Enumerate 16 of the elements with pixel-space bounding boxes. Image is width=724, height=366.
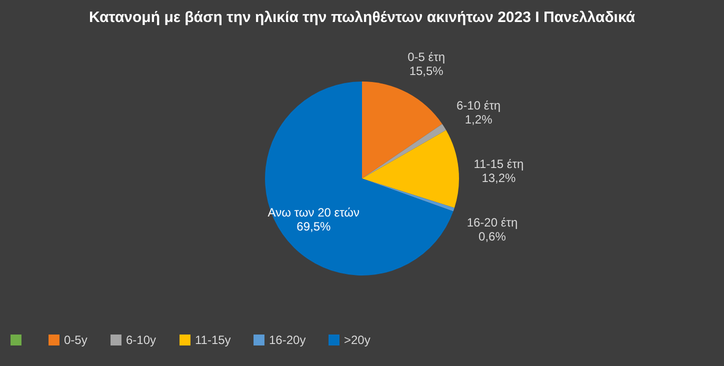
data-label: 6-10 έτη 1,2%: [456, 98, 501, 127]
data-label: 0-5 έτη 15,5%: [408, 50, 446, 78]
legend-label: >20y: [344, 333, 370, 347]
pie-slice: [362, 130, 459, 208]
legend-label: 16-20y: [269, 333, 306, 347]
data-label: 16-20 έτη 0,6%: [466, 216, 518, 244]
pie-slice: [265, 82, 454, 276]
data-label: Ανω των 20 ετών 69,5%: [268, 205, 360, 234]
legend-label: 11-15y: [195, 333, 231, 347]
legend-label: 0-5y: [64, 333, 88, 347]
data-label: 11-15 έτη 13,2%: [474, 156, 524, 185]
pie-slice: [362, 178, 454, 212]
pie-slice: [362, 82, 442, 178]
chart-title: Κατανομή με βάση την ηλικία την πωληθέντων ακινήτων 2023 I Πανελλαδικά: [88, 9, 636, 26]
legend-label: 6-10y: [126, 333, 156, 347]
pie-slice: [362, 124, 446, 178]
